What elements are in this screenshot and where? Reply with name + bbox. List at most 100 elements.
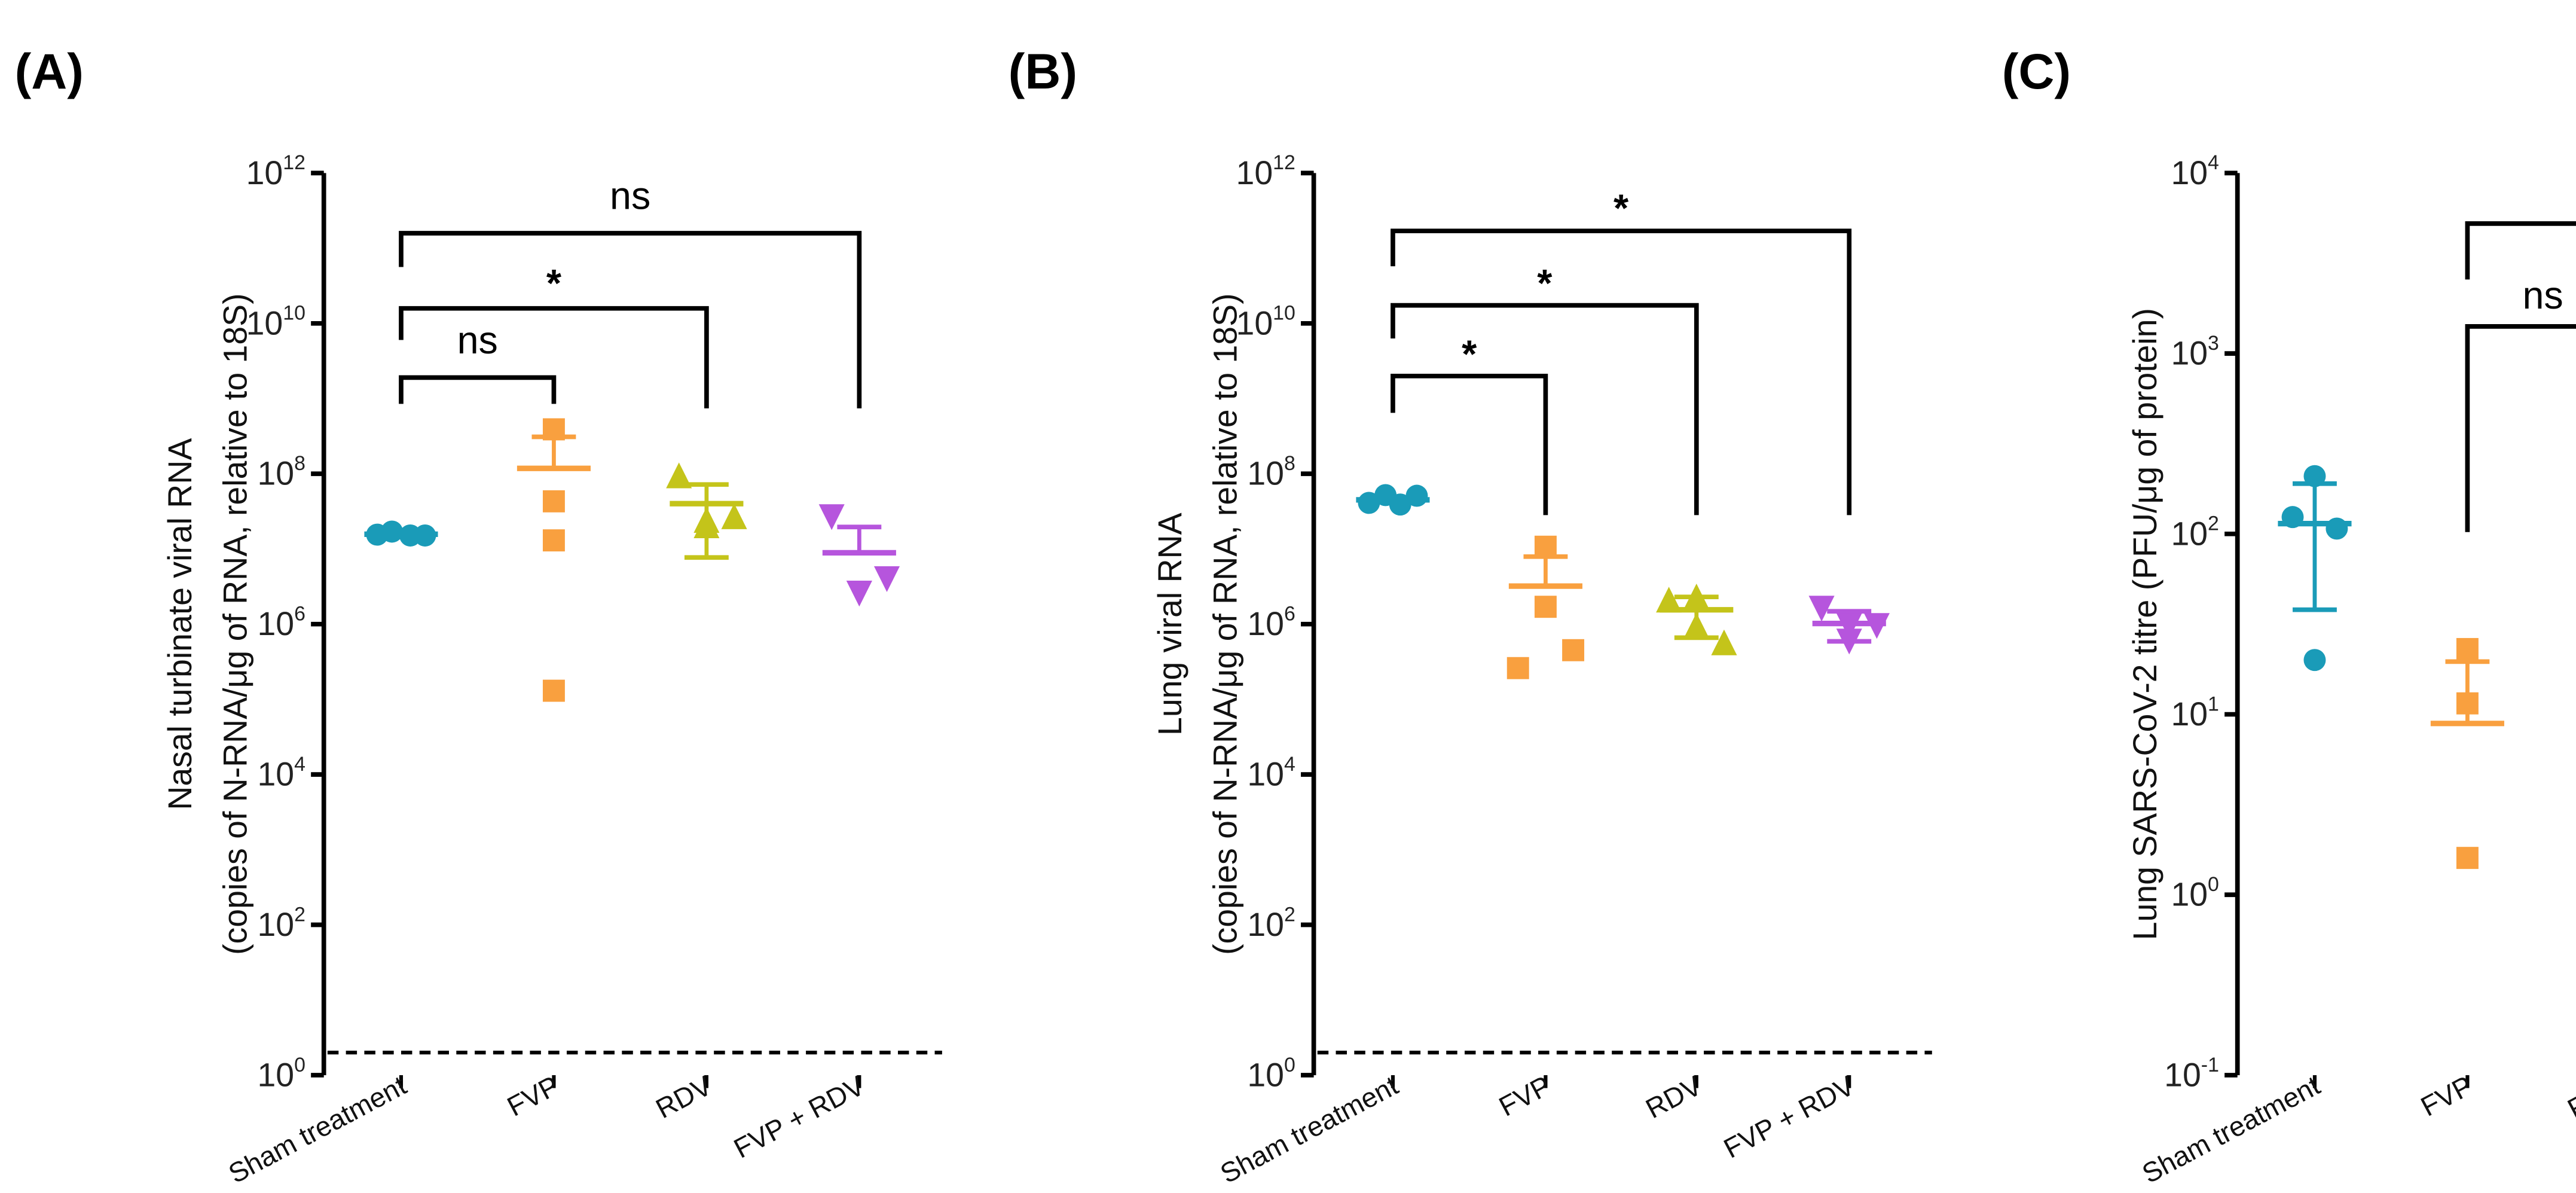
- tick-base: 10: [2171, 154, 2208, 191]
- y-tick-label: 104: [2171, 151, 2219, 191]
- significance-bracket: [399, 231, 862, 408]
- data-point-triangle-down: [1836, 613, 1862, 639]
- tick-exponent: 12: [283, 151, 305, 174]
- x-category-label: RDV: [2562, 1069, 2576, 1124]
- tick-base: 10: [257, 1056, 294, 1093]
- data-point-square: [542, 490, 565, 512]
- data-point-triangle-down: [873, 566, 900, 592]
- tick-base: 10: [2171, 695, 2208, 733]
- data-point-square: [1562, 639, 1585, 661]
- y-tick-label: 1010: [1236, 302, 1295, 342]
- data-point-square: [2456, 847, 2479, 869]
- data-point-square: [2456, 637, 2479, 660]
- tick-base: 10: [257, 756, 294, 793]
- y-tick-label: 10-1: [2164, 1054, 2219, 1094]
- y-tick-label: 100: [257, 1054, 305, 1094]
- data-point-triangle-up: [1711, 629, 1737, 655]
- data-point-triangle-up: [693, 507, 720, 533]
- tick-exponent: 4: [294, 753, 305, 776]
- y-tick-label: 1012: [246, 151, 305, 191]
- tick-exponent: 1: [2208, 692, 2219, 715]
- data-point-square: [1534, 535, 1557, 558]
- tick-base: 10: [2164, 1056, 2201, 1093]
- series-square: [2430, 637, 2504, 869]
- significance-bracket: [2465, 324, 2576, 532]
- y-tick-label: 102: [257, 903, 305, 943]
- series-triangle-up: [1656, 584, 1737, 655]
- series-square: [517, 418, 591, 702]
- data-point-triangle-up: [1683, 612, 1710, 639]
- tick-base: 10: [1236, 304, 1273, 341]
- panel-label: (A): [15, 44, 84, 99]
- tick-exponent: 12: [1273, 151, 1295, 174]
- data-point-square: [1534, 596, 1557, 618]
- tick-exponent: 8: [294, 452, 305, 475]
- y-tick-label: 106: [1247, 603, 1295, 643]
- panel-b: (B) Lung viral RNA (copies of N-RNA/μg of …: [1009, 44, 1932, 1189]
- tick-base: 10: [246, 154, 283, 191]
- tick-base: 10: [1247, 605, 1284, 642]
- tick-exponent: 4: [2208, 151, 2219, 174]
- significance-bracket: [1391, 373, 1548, 515]
- tick-base: 10: [1247, 906, 1284, 943]
- data-point-square: [542, 529, 565, 552]
- tick-exponent: 0: [1284, 1054, 1295, 1076]
- data-point-triangle-up: [1656, 587, 1682, 613]
- tick-exponent: 10: [1273, 302, 1295, 325]
- data-point-circle: [414, 524, 436, 547]
- y-axis-title: (copies of N-RNA/μg of RNA, relative to …: [216, 293, 253, 954]
- y-axis-title: (copies of N-RNA/μg of RNA, relative to …: [1206, 293, 1243, 954]
- significance-label: *: [1614, 186, 1629, 230]
- y-axis-title: Lung viral RNA: [1151, 512, 1188, 736]
- significance-bracket: [399, 375, 557, 404]
- tick-base: 10: [257, 906, 294, 943]
- tick-exponent: 0: [294, 1054, 305, 1076]
- data-point-triangle-up: [666, 462, 692, 489]
- tick-base: 10: [257, 605, 294, 642]
- tick-base: 10: [1236, 154, 1273, 191]
- y-tick-label: 102: [2171, 512, 2219, 553]
- panel-c: (C) Lung SARS-CoV-2 titre (PFU/μg of prot…: [2002, 44, 2576, 1189]
- data-point-circle: [1389, 493, 1411, 516]
- tick-exponent: 8: [1284, 452, 1295, 475]
- data-point-triangle-down: [818, 504, 845, 530]
- tick-base: 10: [2171, 335, 2208, 372]
- data-point-circle: [1358, 492, 1380, 514]
- tick-base: 10: [1247, 1056, 1284, 1093]
- data-point-circle: [381, 520, 404, 543]
- tick-exponent: 0: [2208, 873, 2219, 896]
- data-point-circle: [2303, 465, 2326, 487]
- y-tick-label: 106: [257, 603, 305, 643]
- tick-base: 10: [1247, 455, 1284, 492]
- data-point-square: [542, 679, 565, 702]
- series-triangle-down: [818, 504, 900, 607]
- x-category-label: Sham treatment: [224, 1070, 411, 1189]
- tick-exponent: -1: [2201, 1054, 2219, 1076]
- significance-bracket: [2465, 221, 2576, 280]
- tick-base: 10: [2171, 876, 2208, 913]
- tick-exponent: 4: [1284, 753, 1295, 776]
- series-square: [1507, 535, 1585, 679]
- data-point-circle: [2303, 649, 2326, 672]
- significance-label: *: [1537, 261, 1553, 305]
- y-tick-label: 1012: [1236, 151, 1295, 191]
- data-point-circle: [2326, 517, 2348, 540]
- panel-a: (A) Nasal turbinate viral RNA (copies of N…: [15, 44, 942, 1189]
- tick-exponent: 2: [2208, 512, 2219, 535]
- series-triangle-up: [666, 462, 747, 560]
- tick-base: 10: [246, 304, 283, 341]
- data-point-triangle-up: [1683, 584, 1710, 610]
- data-point-circle: [1405, 484, 1428, 507]
- tick-exponent: 6: [1284, 603, 1295, 626]
- tick-exponent: 2: [1284, 903, 1295, 926]
- series-circle: [1356, 484, 1430, 516]
- y-axis-title: Nasal turbinate viral RNA: [161, 438, 198, 810]
- significance-label: ns: [2522, 273, 2563, 317]
- tick-exponent: 10: [283, 302, 305, 325]
- y-tick-label: 102: [1247, 903, 1295, 943]
- y-tick-label: 104: [257, 753, 305, 793]
- panel-label: (C): [2002, 44, 2071, 99]
- significance-bracket: [1391, 303, 1699, 515]
- x-category-label: Sham treatment: [1215, 1070, 1403, 1189]
